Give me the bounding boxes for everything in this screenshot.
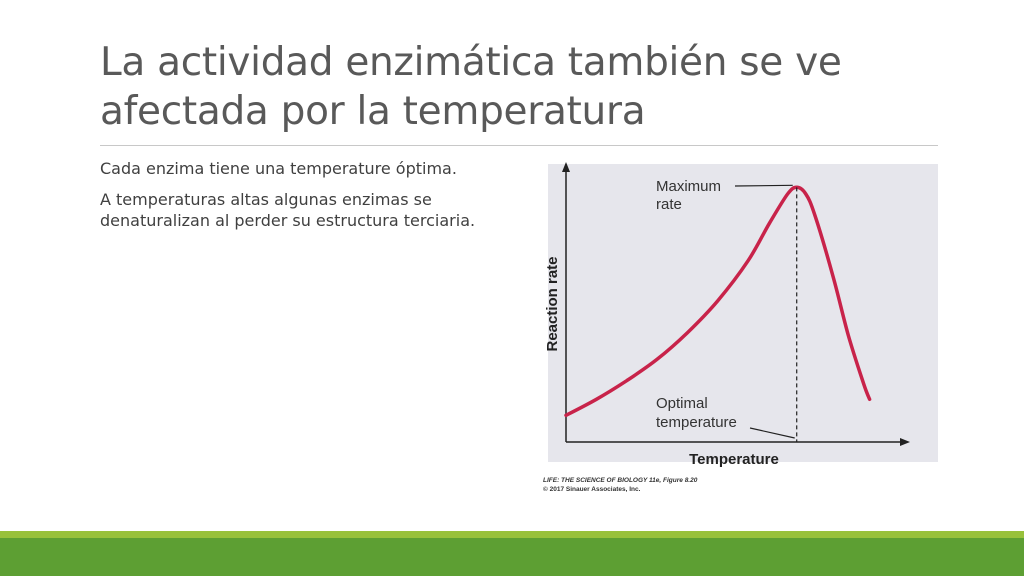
x-axis-arrow xyxy=(900,438,910,446)
optimal-temperature-leader xyxy=(749,427,795,439)
maximum-rate-leader xyxy=(734,184,793,187)
bullet-item: Cada enzima tiene una temperature óptima… xyxy=(100,159,457,178)
maximum-rate-label: Maximum xyxy=(656,178,721,195)
bullet-list: Cada enzima tiene una temperature óptima… xyxy=(100,158,530,241)
footer-accent-bar xyxy=(0,531,1024,538)
reaction-rate-curve xyxy=(564,185,872,418)
x-axis-title: Temperature xyxy=(689,451,779,468)
footer-bar xyxy=(0,538,1024,576)
plot-background xyxy=(548,164,938,462)
title-divider xyxy=(100,145,938,146)
y-axis-arrow xyxy=(562,162,570,172)
figure-credit-copyright: © 2017 Sinauer Associates, Inc. xyxy=(543,486,641,493)
y-axis-title: Reaction rate xyxy=(544,256,561,351)
bullet-item: A temperaturas altas algunas enzimas se … xyxy=(100,190,476,230)
figure-credit-title: LIFE: THE SCIENCE OF BIOLOGY 11e, Figure… xyxy=(543,477,698,484)
slide-title: La actividad enzimática también se ve af… xyxy=(100,40,842,134)
reaction-rate-chart: Temperature Reaction rate Maximum rate Optim… xyxy=(528,152,938,512)
maximum-rate-label: rate xyxy=(656,196,682,213)
optimal-temperature-label: temperature xyxy=(656,414,737,431)
optimal-temperature-label: Optimal xyxy=(656,395,708,412)
